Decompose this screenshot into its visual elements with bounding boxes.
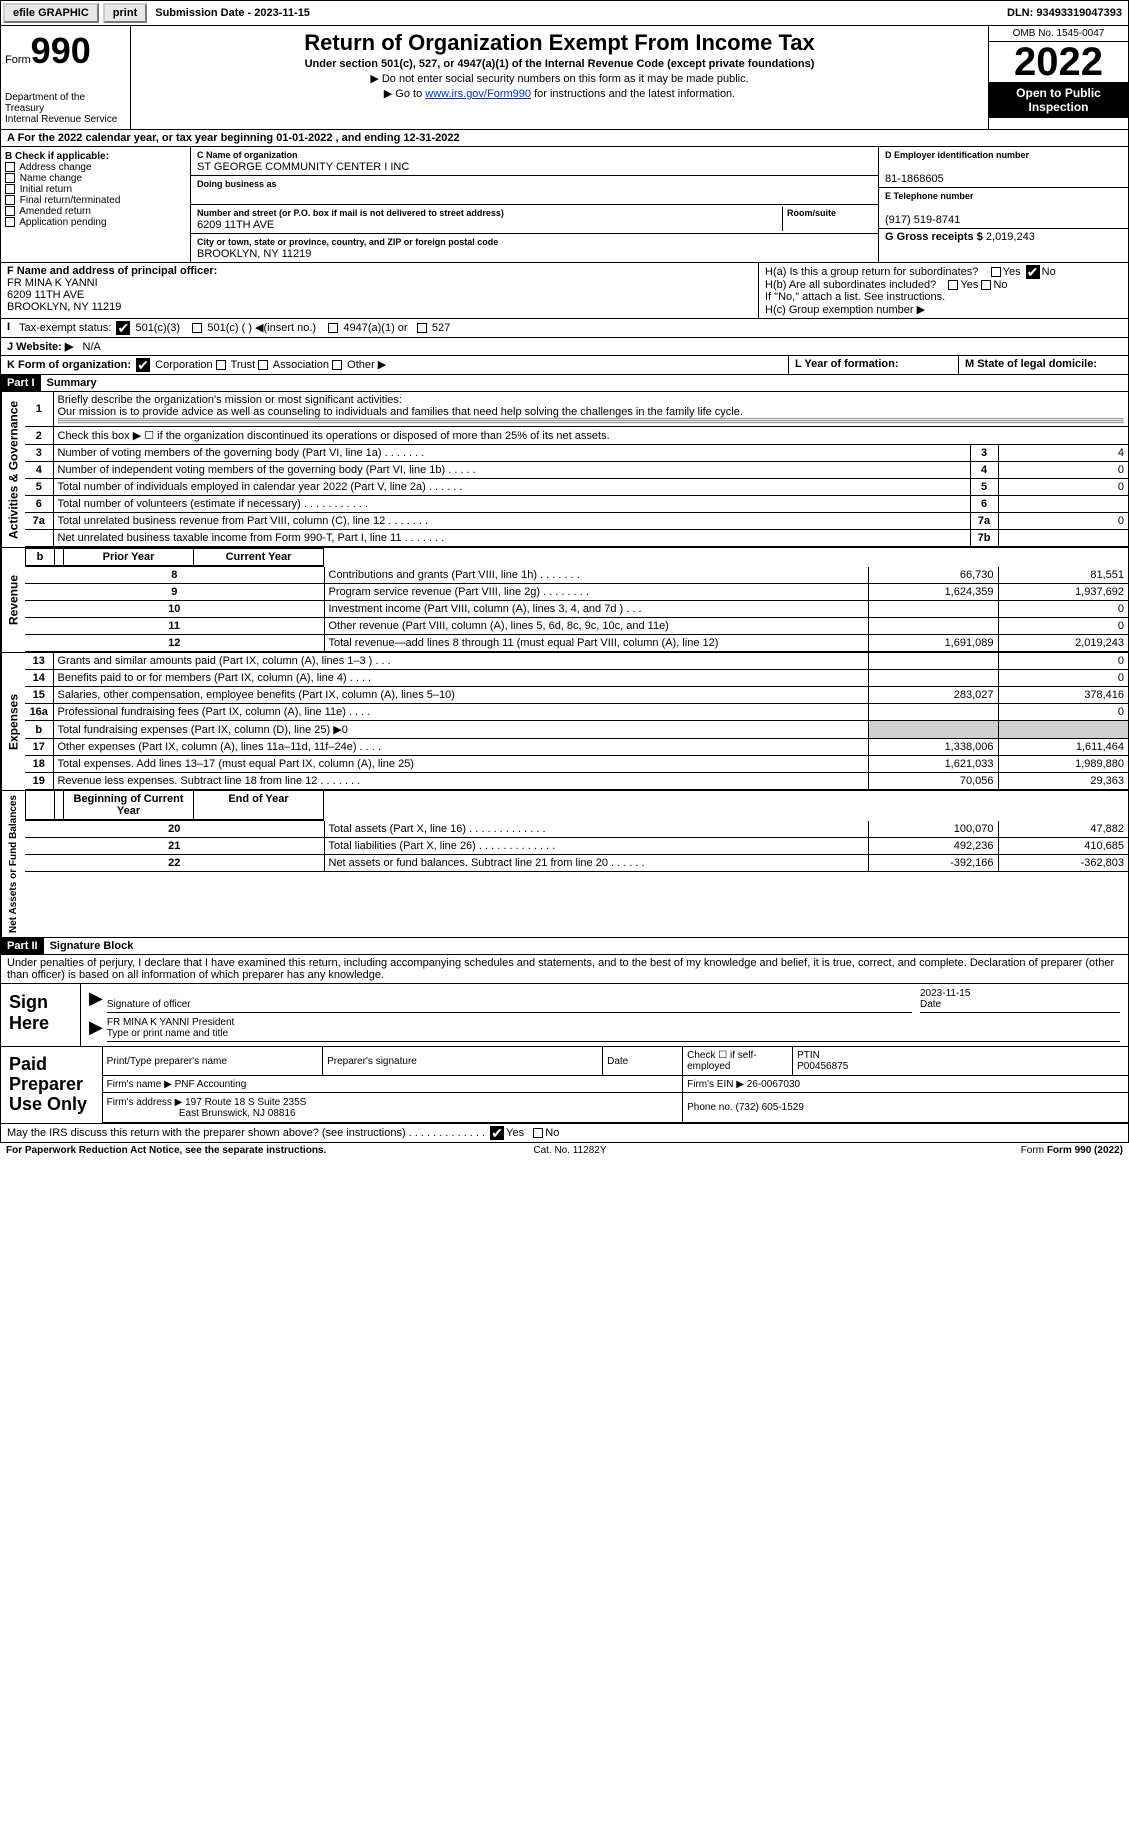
submission-date: Submission Date - 2023-11-15	[149, 5, 316, 21]
sign-here: Sign Here ▶ Signature of officer 2023-11…	[0, 984, 1129, 1047]
cb-name-change[interactable]	[5, 173, 15, 183]
cb-527[interactable]	[417, 323, 427, 333]
cb-501c[interactable]	[192, 323, 202, 333]
part1-header: Part ISummary	[0, 375, 1129, 392]
cb-corp[interactable]: ✔	[136, 358, 150, 372]
cb-discuss-yes[interactable]: ✔	[490, 1126, 504, 1140]
cb-address-change[interactable]	[5, 162, 15, 172]
page-footer: For Paperwork Reduction Act Notice, see …	[0, 1143, 1129, 1158]
b-label: B Check if applicable:	[5, 151, 109, 162]
cb-discuss-no[interactable]	[533, 1128, 543, 1138]
cb-hb-yes[interactable]	[948, 280, 958, 290]
sig-officer-field[interactable]: Signature of officer	[107, 988, 912, 1013]
note-link: ▶ Go to www.irs.gov/Form990 for instruct…	[135, 87, 984, 100]
section-a: B Check if applicable: Address change Na…	[0, 147, 1129, 263]
line-a: A For the 2022 calendar year, or tax yea…	[0, 130, 1129, 147]
cb-app-pending[interactable]	[5, 217, 15, 227]
section-f-h: F Name and address of principal officer:…	[0, 263, 1129, 319]
form-title: Return of Organization Exempt From Incom…	[135, 30, 984, 56]
top-toolbar: efile GRAPHIC print Submission Date - 20…	[0, 0, 1129, 26]
officer-name: FR MINA K YANNI	[7, 277, 98, 289]
print-button[interactable]: print	[103, 3, 147, 23]
arrow-icon: ▶	[89, 1017, 103, 1042]
ein: 81-1868605	[885, 173, 944, 185]
firm-name: PNF Accounting	[175, 1079, 247, 1090]
form-header: Form990 Department of the Treasury Inter…	[0, 26, 1129, 130]
note-ssn: ▶ Do not enter social security numbers o…	[135, 72, 984, 85]
section-k-l-m: K Form of organization: ✔ Corporation Tr…	[0, 356, 1129, 375]
discuss-row: May the IRS discuss this return with the…	[0, 1124, 1129, 1143]
tax-year: 2022	[989, 42, 1128, 82]
cb-ha-yes[interactable]	[991, 267, 1001, 277]
irs-link[interactable]: www.irs.gov/Form990	[425, 88, 531, 100]
declaration: Under penalties of perjury, I declare th…	[0, 955, 1129, 984]
section-j: J Website: ▶ N/A	[0, 338, 1129, 356]
cb-final-return[interactable]	[5, 195, 15, 205]
public-inspection: Open to Public Inspection	[989, 82, 1128, 118]
dln: DLN: 93493319047393	[1001, 5, 1128, 21]
form-word: Form	[5, 54, 31, 66]
part1-expenses: Expenses 13Grants and similar amounts pa…	[0, 653, 1129, 791]
arrow-icon: ▶	[89, 988, 103, 1013]
officer-name-field[interactable]: FR MINA K YANNI PresidentType or print n…	[107, 1017, 1120, 1042]
cb-amended[interactable]	[5, 206, 15, 216]
cb-4947[interactable]	[328, 323, 338, 333]
cb-other[interactable]	[332, 360, 342, 370]
mission: Our mission is to provide advice as well…	[58, 406, 743, 418]
cb-trust[interactable]	[216, 360, 226, 370]
section-i: I Tax-exempt status: ✔ 501(c)(3) 501(c) …	[0, 319, 1129, 338]
city: BROOKLYN, NY 11219	[197, 248, 311, 260]
website: N/A	[83, 341, 101, 353]
sig-date-field[interactable]: 2023-11-15Date	[920, 988, 1120, 1013]
cb-hb-no[interactable]	[981, 280, 991, 290]
form-number: 990	[31, 30, 91, 71]
firm-ein: 26-0067030	[747, 1079, 800, 1090]
phone: (917) 519-8741	[885, 214, 960, 226]
gross-receipts: 2,019,243	[986, 231, 1035, 243]
efile-button[interactable]: efile GRAPHIC	[3, 3, 99, 23]
firm-phone: (732) 605-1529	[736, 1102, 804, 1113]
part2-header: Part IISignature Block	[0, 938, 1129, 955]
department: Department of the Treasury Internal Reve…	[5, 92, 126, 125]
paid-preparer: Paid Preparer Use Only Print/Type prepar…	[0, 1047, 1129, 1123]
cb-assoc[interactable]	[258, 360, 268, 370]
part1-governance: Activities & Governance 1Briefly describ…	[0, 392, 1129, 548]
part1-netassets: Net Assets or Fund Balances Beginning of…	[0, 791, 1129, 938]
street: 6209 11TH AVE	[197, 219, 274, 231]
part1-revenue: Revenue bPrior YearCurrent Year 8Contrib…	[0, 548, 1129, 653]
ptin: P00456875	[797, 1061, 848, 1072]
form-subtitle: Under section 501(c), 527, or 4947(a)(1)…	[135, 58, 984, 70]
cb-501c3[interactable]: ✔	[116, 321, 130, 335]
cb-initial-return[interactable]	[5, 184, 15, 194]
cb-ha-no[interactable]: ✔	[1026, 265, 1040, 279]
org-name: ST GEORGE COMMUNITY CENTER I INC	[197, 161, 409, 173]
